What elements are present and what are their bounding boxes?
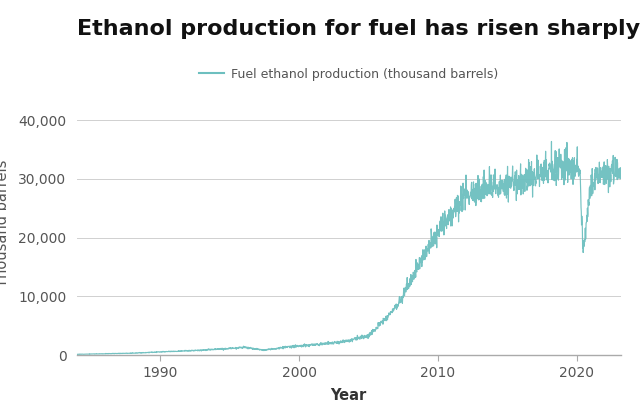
Text: Ethanol production for fuel has risen sharply: Ethanol production for fuel has risen sh… <box>77 19 640 39</box>
Y-axis label: Thousand barrels: Thousand barrels <box>0 159 10 287</box>
Legend: Fuel ethanol production (thousand barrels): Fuel ethanol production (thousand barrel… <box>194 63 504 86</box>
X-axis label: Year: Year <box>331 388 367 403</box>
